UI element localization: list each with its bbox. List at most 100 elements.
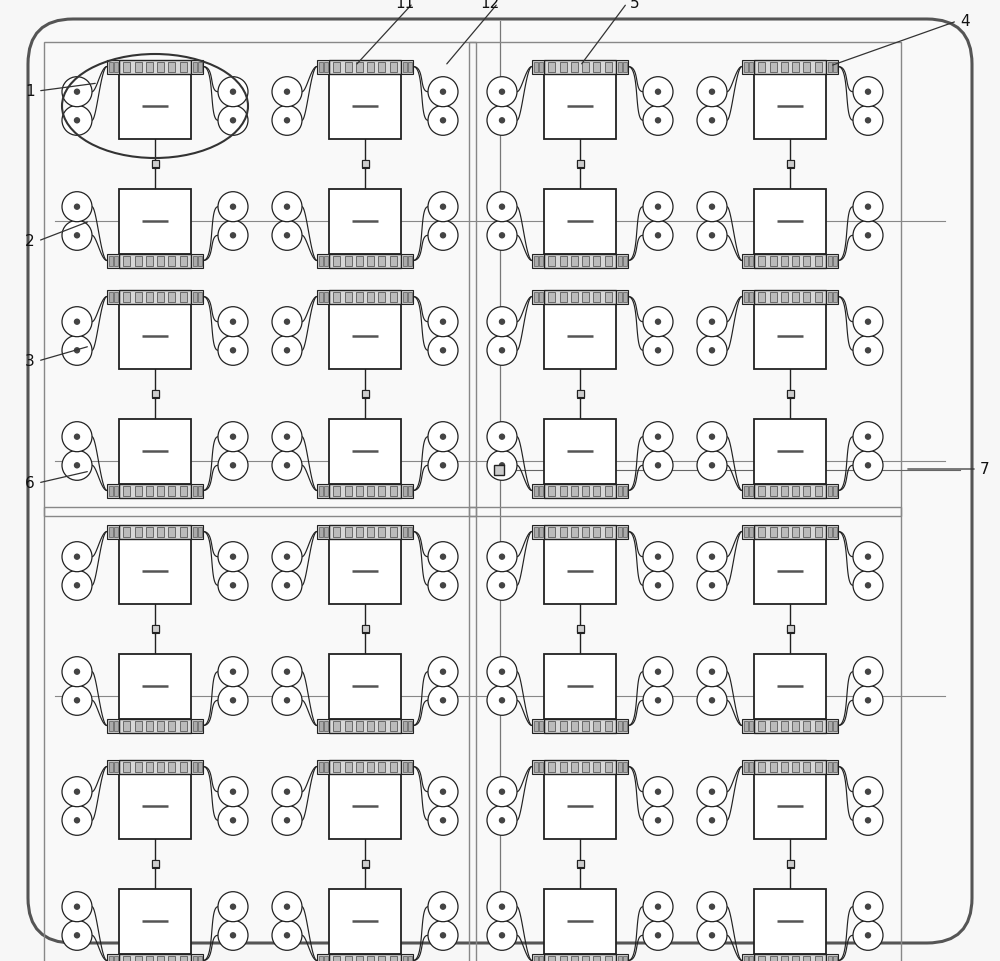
Bar <box>152 389 158 397</box>
Bar <box>744 527 748 536</box>
Bar <box>832 62 836 71</box>
Circle shape <box>643 422 673 452</box>
Circle shape <box>487 776 517 806</box>
Bar <box>548 256 555 265</box>
Circle shape <box>853 191 883 222</box>
Bar <box>329 759 401 774</box>
Bar <box>135 721 142 730</box>
Circle shape <box>643 921 673 950</box>
Circle shape <box>285 89 290 94</box>
Bar <box>786 160 794 167</box>
Bar <box>402 485 406 496</box>
Circle shape <box>697 422 727 452</box>
Bar <box>192 485 196 496</box>
Circle shape <box>62 220 92 250</box>
Text: 12: 12 <box>480 0 500 11</box>
Bar <box>534 62 538 71</box>
Bar <box>748 761 753 772</box>
Bar <box>622 256 626 265</box>
Bar <box>560 485 567 496</box>
Bar <box>146 955 153 961</box>
Circle shape <box>272 685 302 715</box>
Bar <box>582 761 589 772</box>
Circle shape <box>643 307 673 336</box>
Bar <box>560 955 567 961</box>
Circle shape <box>218 422 248 452</box>
Bar <box>356 527 363 536</box>
Bar <box>401 525 413 538</box>
Bar <box>152 859 158 867</box>
Bar <box>157 256 164 265</box>
Bar <box>826 525 838 538</box>
Circle shape <box>218 451 248 480</box>
Circle shape <box>74 554 80 559</box>
Bar <box>758 291 765 302</box>
Bar <box>532 289 544 304</box>
Bar <box>534 955 538 961</box>
Bar <box>362 625 368 631</box>
Circle shape <box>62 805 92 835</box>
Circle shape <box>74 933 80 938</box>
Bar <box>408 527 412 536</box>
Bar <box>329 774 401 839</box>
Circle shape <box>853 892 883 922</box>
Bar <box>538 485 542 496</box>
Circle shape <box>697 106 727 136</box>
Circle shape <box>866 204 870 209</box>
Circle shape <box>853 805 883 835</box>
Bar <box>770 256 777 265</box>
Bar <box>832 955 836 961</box>
Bar <box>826 289 838 304</box>
Bar <box>324 527 328 536</box>
Bar <box>345 721 352 730</box>
Circle shape <box>656 582 660 588</box>
Bar <box>367 761 374 772</box>
Bar <box>744 256 748 265</box>
Bar <box>135 256 142 265</box>
Bar <box>390 955 397 961</box>
Bar <box>582 955 589 961</box>
Bar <box>593 291 600 302</box>
Bar <box>532 525 544 538</box>
Bar <box>792 955 799 961</box>
Circle shape <box>440 904 446 909</box>
Bar <box>324 62 328 71</box>
Bar <box>180 485 187 496</box>
Circle shape <box>272 335 302 365</box>
Bar <box>402 291 406 302</box>
Bar <box>532 60 544 73</box>
Bar <box>754 289 826 304</box>
Bar <box>560 761 567 772</box>
Bar <box>119 889 191 953</box>
Bar <box>390 527 397 536</box>
Text: 5: 5 <box>630 0 640 11</box>
Bar <box>781 256 788 265</box>
Bar <box>324 955 328 961</box>
Bar <box>832 485 836 496</box>
Bar <box>119 759 191 774</box>
Circle shape <box>487 106 517 136</box>
Bar <box>146 291 153 302</box>
Circle shape <box>230 348 236 353</box>
Bar <box>826 60 838 73</box>
Bar <box>192 761 196 772</box>
Circle shape <box>710 204 714 209</box>
Circle shape <box>285 348 290 353</box>
Circle shape <box>500 118 505 123</box>
Bar <box>198 527 202 536</box>
Bar <box>168 291 175 302</box>
Bar <box>560 527 567 536</box>
Bar <box>123 256 130 265</box>
Bar <box>401 60 413 73</box>
Bar <box>786 625 794 632</box>
Bar <box>786 860 794 868</box>
Circle shape <box>230 698 236 702</box>
Bar <box>191 525 203 538</box>
Bar <box>560 62 567 71</box>
Bar <box>532 254 544 267</box>
Bar <box>494 465 504 475</box>
Circle shape <box>440 789 446 794</box>
Bar <box>576 390 584 398</box>
Bar <box>324 256 328 265</box>
Bar <box>828 62 832 71</box>
